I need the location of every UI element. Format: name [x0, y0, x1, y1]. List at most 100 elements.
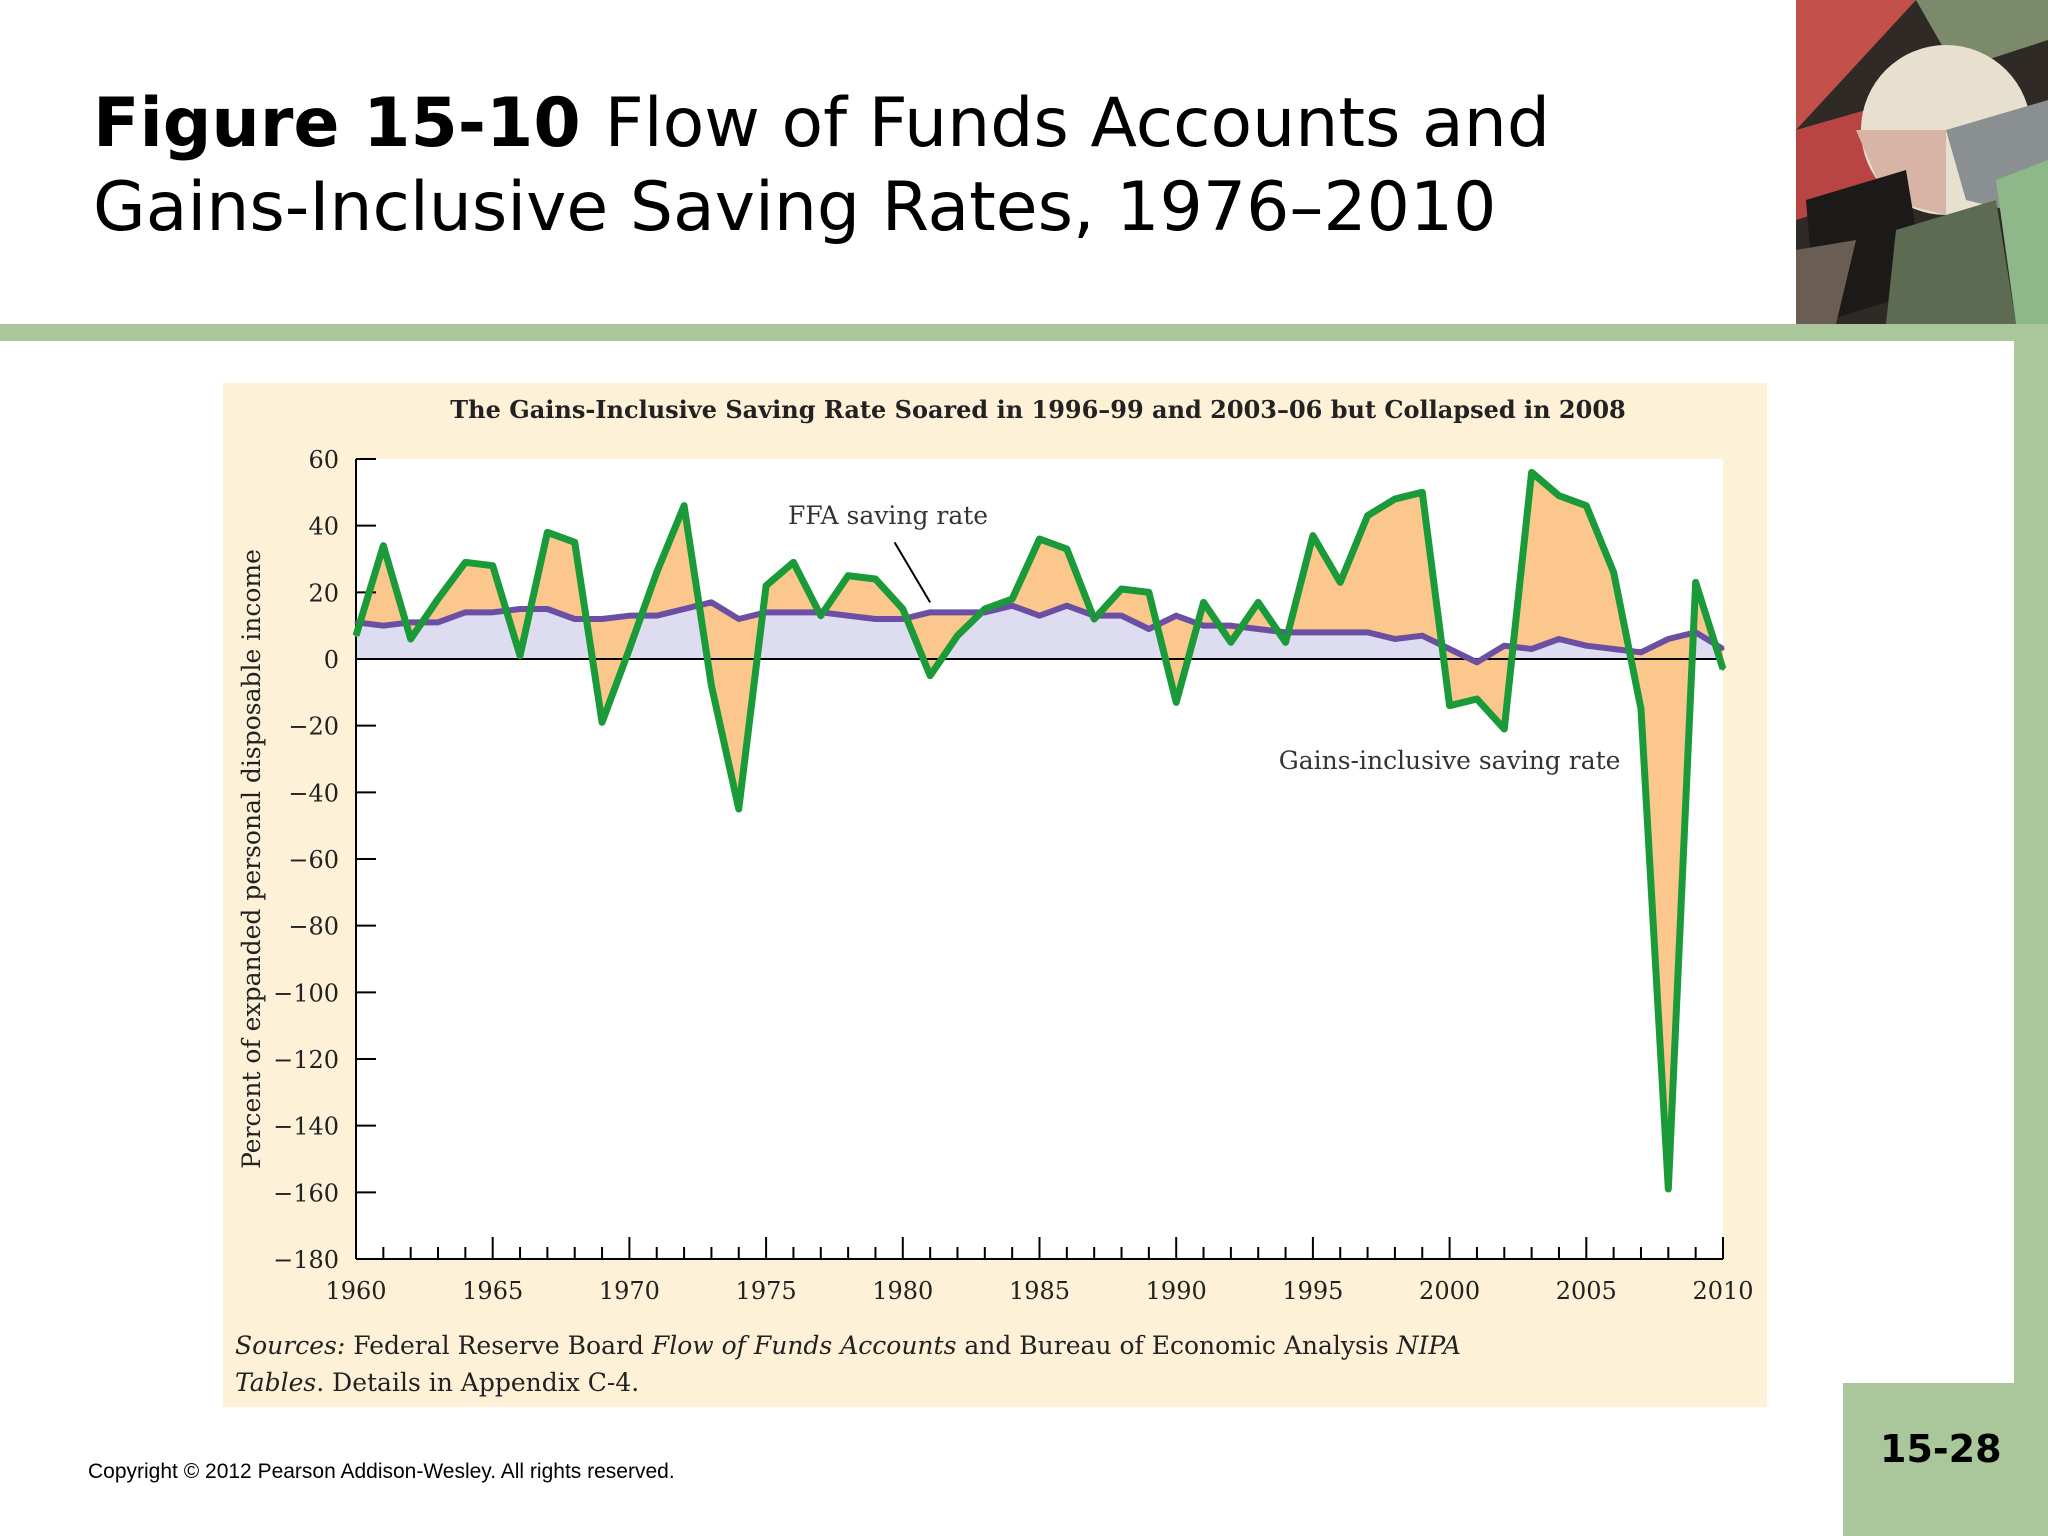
y-tick-label: −180 — [273, 1246, 339, 1274]
gains-point — [655, 570, 659, 574]
y-axis-label: Percent of expanded personal disposable … — [237, 549, 266, 1169]
ffa-point — [1584, 644, 1588, 648]
gains-point — [983, 607, 987, 611]
gains-point — [545, 530, 549, 534]
x-tick-label: 1995 — [1282, 1277, 1343, 1305]
ffa-point — [627, 614, 631, 618]
y-tick-label: −140 — [273, 1113, 339, 1141]
gains-point — [709, 684, 713, 688]
gains-point — [1202, 600, 1206, 604]
sources-italic-1: Flow of Funds Accounts — [651, 1331, 957, 1360]
x-tick-label: 1985 — [1009, 1277, 1070, 1305]
ffa-point — [1557, 637, 1561, 641]
sources-italic-2: NIPA Tables — [235, 1331, 1461, 1397]
page-number-box — [1843, 1383, 2048, 1536]
gains-point — [1174, 700, 1178, 704]
slide-title: Figure 15-10 Flow of Funds Accounts and G… — [93, 82, 1773, 250]
gains-point — [1010, 597, 1014, 601]
copyright-notice: Copyright © 2012 Pearson Addison-Wesley.… — [88, 1460, 675, 1483]
y-tick-label: −100 — [273, 979, 339, 1007]
gains-point — [1530, 470, 1534, 474]
ffa-point — [1229, 624, 1233, 628]
ffa-point — [1120, 614, 1124, 618]
y-tick-label: 0 — [324, 646, 339, 674]
gains-point — [1475, 697, 1479, 701]
gains-point — [791, 560, 795, 564]
sources-note: Sources: Federal Reserve Board Flow of F… — [235, 1327, 1535, 1401]
x-tick-label: 1970 — [599, 1277, 660, 1305]
ffa-point — [819, 610, 823, 614]
ffa-point — [1502, 644, 1506, 648]
x-tick-label: 2010 — [1692, 1277, 1753, 1305]
ffa-point — [901, 617, 905, 621]
gains-point — [573, 540, 577, 544]
y-tick-label: −60 — [288, 846, 339, 874]
gains-point — [600, 720, 604, 724]
gains-point — [955, 634, 959, 638]
saving-rate-chart: The Gains-Inclusive Saving Rate Soared i… — [237, 395, 1754, 1305]
ffa-point — [1366, 630, 1370, 634]
ffa-point — [1311, 630, 1315, 634]
gains-point — [518, 654, 522, 658]
gains-point — [1612, 570, 1616, 574]
gains-point — [491, 564, 495, 568]
ffa-point — [545, 607, 549, 611]
ffa-point — [1393, 637, 1397, 641]
ffa-point — [1092, 614, 1096, 618]
ffa-point — [955, 610, 959, 614]
y-tick-label: −20 — [288, 713, 339, 741]
gains-point — [436, 597, 440, 601]
gains-point — [1557, 494, 1561, 498]
ffa-point — [983, 610, 987, 614]
gains-point — [1147, 590, 1151, 594]
gains-point — [627, 647, 631, 651]
gains-point — [1065, 547, 1069, 551]
ffa-point — [1475, 660, 1479, 664]
ffa-point — [573, 617, 577, 621]
gains-point — [1502, 727, 1506, 731]
ffa-point — [381, 624, 385, 628]
gains-point — [1639, 707, 1643, 711]
sources-text-3: . Details in Appendix C-4. — [316, 1368, 640, 1397]
y-tick-label: 40 — [308, 513, 339, 541]
gains-point — [1338, 580, 1342, 584]
gains-point — [901, 607, 905, 611]
ffa-point — [600, 617, 604, 621]
figure-title: Flow of Funds Accounts and Gains-Inclusi… — [93, 84, 1550, 247]
gains-point — [682, 504, 686, 508]
y-tick-label: −120 — [273, 1046, 339, 1074]
gains-point — [1038, 537, 1041, 541]
ffa-point — [709, 600, 713, 604]
sources-text-1: Federal Reserve Board — [345, 1331, 652, 1360]
x-tick-label: 2005 — [1556, 1277, 1617, 1305]
ffa-point — [491, 610, 495, 614]
gains-point — [819, 614, 823, 618]
ffa-annotation-label: FFA saving rate — [788, 501, 988, 530]
ffa-point — [436, 620, 440, 624]
gains-point — [1420, 490, 1424, 494]
ffa-point — [463, 610, 467, 614]
gains-point — [1120, 587, 1124, 591]
ffa-point — [1038, 614, 1041, 618]
ffa-point — [1666, 637, 1670, 641]
x-tick-label: 1990 — [1146, 1277, 1207, 1305]
ffa-point — [791, 610, 795, 614]
gains-point — [873, 577, 877, 581]
ffa-point — [846, 614, 850, 618]
x-tick-label: 1975 — [736, 1277, 797, 1305]
gains-point — [1311, 534, 1315, 538]
y-tick-label: 60 — [308, 446, 339, 474]
y-tick-label: −160 — [273, 1179, 339, 1207]
ffa-point — [518, 607, 522, 611]
gains-point — [1448, 704, 1452, 708]
ffa-point — [682, 607, 686, 611]
ffa-point — [1147, 627, 1151, 631]
ffa-point — [1612, 647, 1616, 651]
gains-point — [1721, 667, 1725, 671]
ffa-point — [1448, 647, 1452, 651]
gains-point — [1666, 1187, 1670, 1191]
header-divider-band — [0, 324, 2048, 341]
ffa-point — [1065, 604, 1069, 608]
chart-panel: The Gains-Inclusive Saving Rate Soared i… — [223, 383, 1767, 1407]
ffa-point — [1174, 614, 1178, 618]
